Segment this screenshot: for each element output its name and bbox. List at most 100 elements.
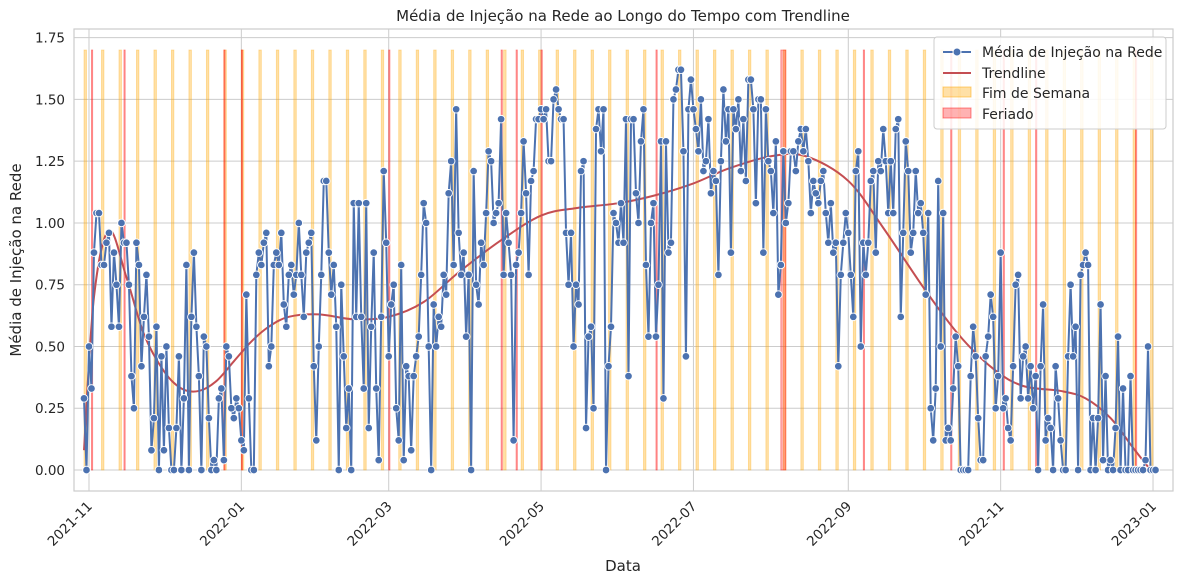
data-point (651, 332, 661, 341)
data-point (784, 198, 793, 208)
data-point (324, 248, 334, 257)
data-point (252, 270, 261, 280)
data-point (749, 105, 758, 114)
data-point (671, 85, 681, 94)
data-point (816, 176, 826, 186)
data-point (179, 394, 189, 403)
data-point (946, 436, 955, 445)
data-point (659, 394, 668, 403)
data-point (644, 332, 653, 341)
data-point (981, 352, 990, 361)
data-point (864, 238, 873, 247)
data-point (227, 403, 236, 413)
data-point (769, 208, 778, 218)
data-point (951, 332, 960, 341)
y-tick-label: 1.75 (35, 31, 65, 47)
data-point (1061, 465, 1070, 475)
data-point (579, 156, 588, 166)
data-point (152, 322, 161, 331)
data-point (299, 312, 309, 322)
data-point (851, 166, 861, 176)
data-point (1076, 270, 1085, 280)
data-point (127, 371, 136, 381)
data-point (436, 322, 446, 331)
data-point (102, 238, 111, 247)
data-point (164, 423, 174, 433)
data-point (846, 270, 856, 280)
data-point (1108, 465, 1118, 475)
data-point (342, 423, 351, 433)
data-point (107, 322, 116, 331)
data-point (913, 208, 923, 218)
data-point (551, 85, 561, 94)
weekend-band (608, 49, 612, 471)
data-point (401, 361, 411, 371)
data-point (566, 228, 576, 238)
data-point (734, 95, 743, 104)
data-point (991, 403, 1000, 413)
weekend-band (747, 49, 752, 471)
weekend-band (887, 49, 892, 471)
data-point (719, 85, 728, 94)
data-point (854, 147, 863, 156)
data-point (694, 147, 703, 156)
data-point (1033, 465, 1043, 475)
data-point (948, 384, 958, 393)
data-point (636, 137, 646, 146)
weekend-band (555, 49, 559, 471)
data-point (824, 238, 833, 247)
data-point (759, 248, 768, 257)
data-point (471, 280, 481, 289)
data-point (721, 137, 731, 146)
data-point (204, 413, 214, 423)
data-point (874, 156, 883, 166)
data-point (921, 290, 930, 299)
data-point (756, 95, 766, 104)
data-point (993, 371, 1003, 381)
data-point (986, 290, 995, 299)
data-point (968, 322, 978, 331)
weekend-band (678, 49, 682, 471)
data-point (1096, 300, 1105, 309)
data-point (117, 218, 126, 228)
data-point (539, 114, 548, 124)
data-point (1101, 371, 1110, 381)
data-point (381, 238, 391, 247)
data-point (317, 270, 326, 280)
data-point (174, 352, 184, 361)
data-point (332, 322, 341, 331)
data-point (1118, 384, 1128, 393)
data-point (1071, 322, 1080, 331)
data-point (849, 312, 858, 322)
data-point (519, 137, 528, 146)
data-point (454, 228, 463, 238)
weekend-band (415, 49, 420, 471)
data-point (511, 260, 521, 270)
data-point (891, 124, 901, 134)
data-point (419, 198, 428, 208)
data-point (691, 124, 701, 134)
data-point (431, 342, 441, 351)
data-point (144, 332, 154, 341)
data-point (459, 248, 468, 257)
data-point (933, 176, 943, 186)
data-point (1026, 361, 1035, 371)
data-point (314, 342, 324, 351)
data-point (394, 436, 403, 445)
legend-weekend-swatch (942, 86, 972, 98)
data-point (751, 198, 761, 208)
data-point (384, 352, 393, 361)
data-point (661, 137, 671, 146)
data-point (676, 65, 686, 75)
data-point (716, 156, 726, 166)
data-point (876, 166, 886, 176)
data-point (354, 198, 363, 208)
data-point (726, 248, 736, 257)
data-point (829, 248, 838, 257)
data-point (564, 280, 573, 289)
data-point (327, 290, 336, 299)
data-point (836, 270, 846, 280)
data-point (202, 342, 211, 351)
data-point (916, 198, 925, 208)
data-point (212, 465, 221, 475)
